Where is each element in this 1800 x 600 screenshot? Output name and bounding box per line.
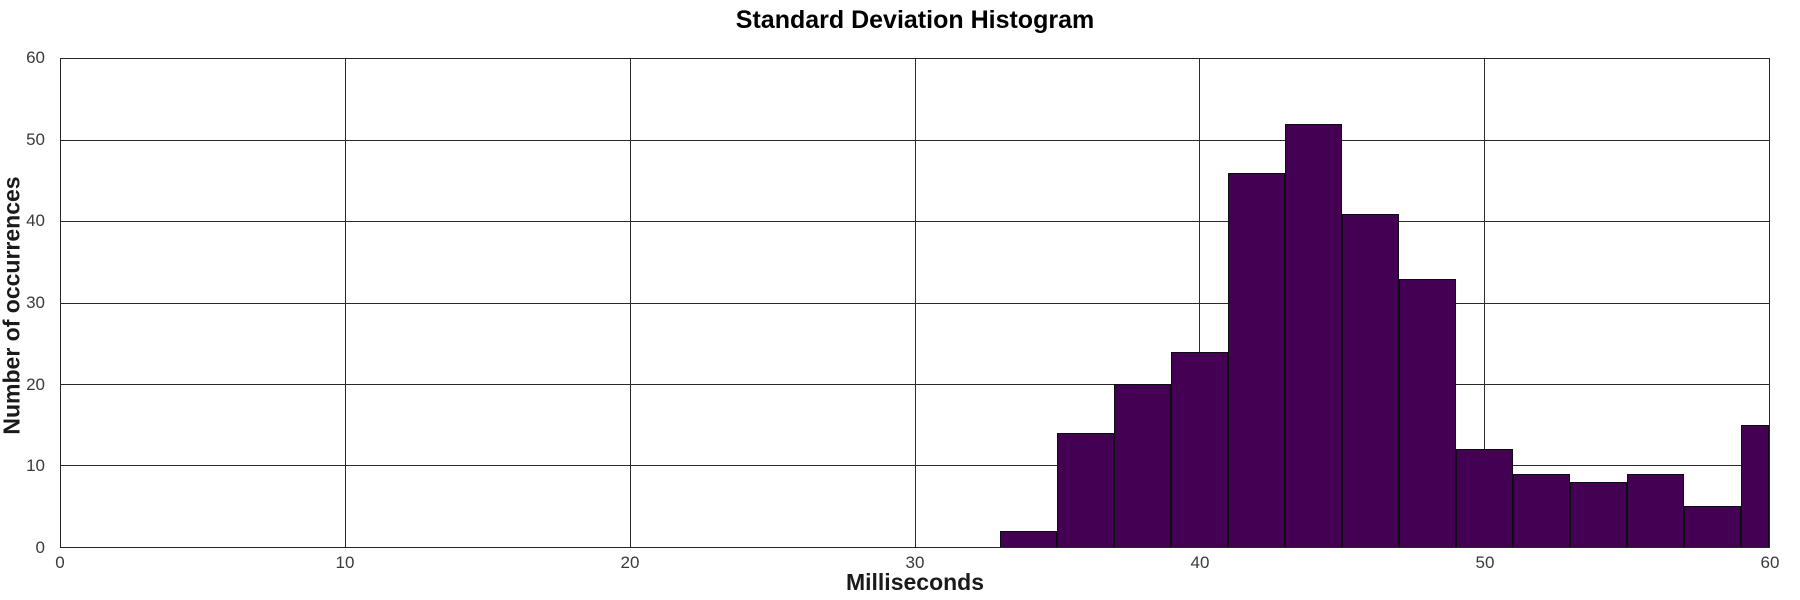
histogram-bar bbox=[1398, 278, 1456, 547]
histogram-bar bbox=[1228, 172, 1286, 547]
histogram-bar bbox=[1171, 351, 1229, 547]
x-tick-label: 30 bbox=[905, 553, 925, 572]
histogram-bar bbox=[1000, 530, 1058, 547]
y-tick-label: 10 bbox=[26, 456, 45, 476]
horizontal-gridline bbox=[61, 383, 1769, 385]
y-tick-label: 60 bbox=[26, 48, 45, 67]
y-tick-label: 30 bbox=[26, 293, 45, 312]
horizontal-gridline bbox=[61, 139, 1769, 141]
x-tick-label: 10 bbox=[335, 553, 355, 572]
x-tick-label: 40 bbox=[1190, 553, 1210, 572]
x-axis-label: Milliseconds bbox=[845, 569, 985, 595]
x-tick-label: 50 bbox=[1475, 553, 1495, 572]
plot-area bbox=[60, 58, 1770, 548]
histogram-bar bbox=[1342, 213, 1399, 547]
histogram-bar bbox=[1626, 473, 1684, 547]
histogram-bar bbox=[1512, 473, 1570, 547]
x-tick-label: 20 bbox=[620, 553, 640, 572]
x-tick-label: 60 bbox=[1760, 553, 1780, 572]
histogram-bar bbox=[1114, 384, 1172, 547]
y-tick-label: 0 bbox=[35, 538, 45, 557]
horizontal-gridline bbox=[61, 221, 1769, 223]
histogram-bar bbox=[1740, 425, 1769, 547]
x-tick-label: 0 bbox=[55, 553, 65, 572]
x-axis-ticks: 0 10 20 30 40 50 60 bbox=[55, 553, 1779, 577]
histogram-bar bbox=[1285, 124, 1342, 547]
y-tick-label: 20 bbox=[26, 374, 45, 394]
y-tick-label: 40 bbox=[26, 211, 45, 231]
chart-title: Standard Deviation Histogram bbox=[735, 6, 1095, 34]
histogram-bar bbox=[1569, 481, 1627, 547]
horizontal-gridline bbox=[61, 465, 1769, 467]
histogram-bar bbox=[1057, 433, 1115, 547]
histogram-bar bbox=[1683, 506, 1741, 547]
y-tick-label: 50 bbox=[26, 129, 45, 149]
y-axis-ticks: 0 10 20 30 40 50 60 bbox=[0, 48, 60, 557]
horizontal-gridline bbox=[61, 302, 1769, 304]
histogram-bar bbox=[1455, 449, 1513, 547]
